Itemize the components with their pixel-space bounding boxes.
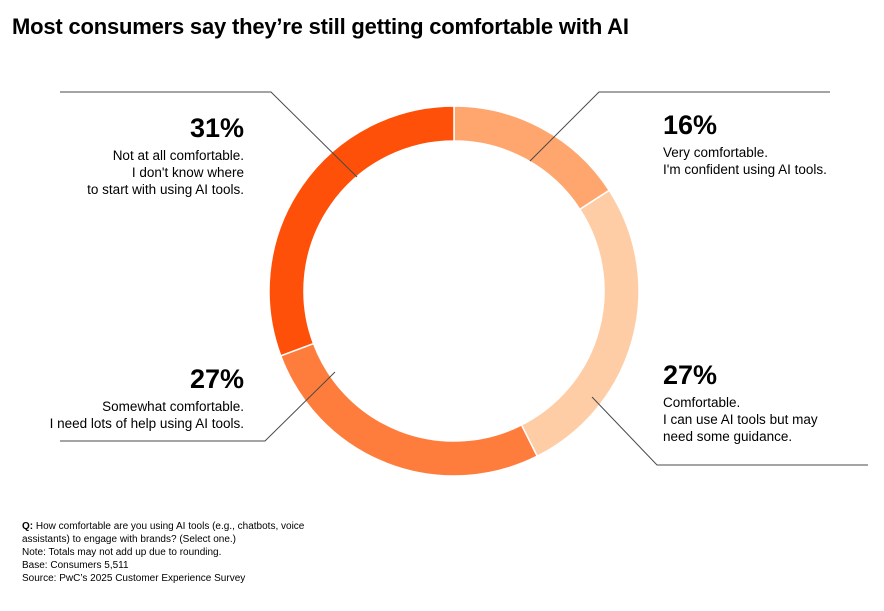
donut-slice-somewhat-comfortable [279, 342, 539, 477]
question-text: Q: How comfortable are you using AI tool… [22, 521, 305, 532]
leader-line-somewhat-comfortable [60, 371, 336, 442]
label-not-at-all-comfortable: 31% Not at all comfortable. I don't know… [87, 113, 244, 198]
base-note: Base: Consumers 5,511 [22, 560, 129, 571]
donut-slice-comfortable [520, 189, 640, 458]
data-label-somewhat-comfortable: 27% [189, 364, 244, 394]
chart-title: Most consumers say they’re still getting… [12, 14, 629, 39]
donut-slice-not-at-all-comfortable [268, 105, 455, 357]
category-text-very-comfortable: Very comfortable. I'm confident using AI… [663, 145, 827, 177]
label-very-comfortable: 16% Very comfortable. I'm confident usin… [663, 110, 827, 178]
donut-slice-very-comfortable [453, 105, 611, 211]
category-text-somewhat-comfortable: Somewhat comfortable. I need lots of hel… [49, 399, 244, 431]
label-somewhat-comfortable: 27% Somewhat comfortable. I need lots of… [50, 364, 244, 432]
data-label-comfortable: 27% [663, 360, 718, 390]
leader-line-not-at-all-comfortable [60, 91, 358, 178]
data-label-not-at-all-comfortable: 31% [189, 113, 244, 143]
label-comfortable: 27% Comfortable. I can use AI tools but … [663, 360, 818, 445]
leader-line-very-comfortable [529, 91, 830, 162]
question-text-continued: assistants) to engage with brands? (Sele… [22, 534, 237, 545]
category-text-not-at-all-comfortable: Not at all comfortable. I don't know whe… [87, 148, 244, 197]
rounding-note: Note: Totals may not add up due to round… [22, 547, 222, 558]
category-text-comfortable: Comfortable. I can use AI tools but may … [663, 395, 818, 444]
leader-line-comfortable [591, 396, 868, 466]
chart-footnotes: Q: How comfortable are you using AI tool… [22, 520, 362, 585]
source-note: Source: PwC’s 2025 Customer Experience S… [22, 573, 246, 584]
data-label-very-comfortable: 16% [663, 110, 718, 140]
